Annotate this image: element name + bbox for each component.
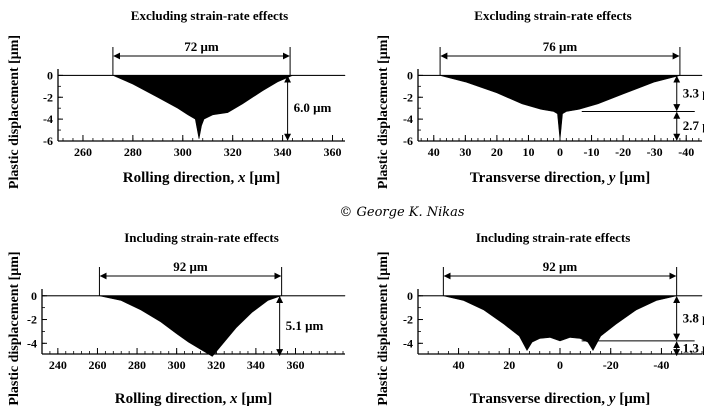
depth-dimension-label: 1.3 μm [683, 341, 704, 356]
x-tick-label: 40 [453, 358, 465, 372]
x-tick-label: 280 [128, 358, 146, 372]
chart-title: Excluding strain-rate effects [131, 8, 288, 23]
y-tick-label: 0 [407, 289, 413, 303]
x-tick-label: -20 [603, 358, 619, 372]
x-tick-label: 20 [503, 358, 515, 372]
y-tick-label: 0 [407, 68, 413, 82]
depth-dimension-label: 5.1 μm [286, 318, 324, 333]
width-dimension-label: 92 μm [543, 259, 578, 274]
x-tick-label: 320 [207, 358, 225, 372]
x-tick-label: 360 [286, 358, 304, 372]
width-dimension-label: 76 μm [543, 39, 578, 54]
y-tick-label: -4 [43, 112, 53, 126]
x-axis-label-unit: [μm] [615, 170, 650, 186]
x-tick-label: -20 [615, 145, 631, 159]
y-tick-label: -4 [403, 336, 413, 350]
depth-dimension-label: 3.3 μm [683, 85, 704, 100]
x-tick-label: 240 [49, 358, 67, 372]
y-axis-label: Plastic displacement [μm] [376, 251, 391, 405]
x-tick-label: -40 [678, 145, 694, 159]
x-axis-label-text: Transverse direction, [470, 170, 609, 186]
depth-dimension-label: 3.8 μm [683, 310, 704, 325]
chart-title: Including strain-rate effects [476, 230, 631, 245]
x-tick-label: -10 [584, 145, 600, 159]
y-tick-label: -6 [403, 134, 413, 148]
chart-panel-3: Including strain-rate effects 240 260 280 30… [7, 230, 346, 407]
profile-area [417, 75, 703, 140]
x-tick-label: -30 [647, 145, 663, 159]
y-tick-label: -4 [403, 112, 413, 126]
x-axis-label: Transverse direction, y [μm] [470, 391, 650, 407]
y-tick-label: -6 [43, 134, 53, 148]
x-axis-label-text: Rolling direction, [115, 391, 230, 407]
x-tick-label: 0 [557, 358, 563, 372]
y-tick-label: -4 [27, 336, 37, 350]
chart-title: Including strain-rate effects [124, 230, 279, 245]
x-axis-label-var: y [607, 391, 616, 407]
x-axis-label-var: x [237, 170, 246, 186]
x-axis-label-var: x [229, 391, 238, 407]
width-dimension-label: 92 μm [173, 259, 208, 274]
y-tick-label: 0 [31, 289, 37, 303]
chart-panel-1: Excluding strain-rate effects 260 280 300 32… [7, 8, 346, 189]
x-axis-label-text: Rolling direction, [123, 170, 238, 186]
copyright-text: © George K. Nikas [339, 205, 465, 220]
x-axis-label-var: y [607, 170, 616, 186]
x-tick-label: 40 [428, 145, 440, 159]
x-axis-label-unit: [μm] [245, 170, 280, 186]
y-tick-label: -2 [27, 313, 37, 327]
y-tick-label: -2 [43, 90, 53, 104]
x-axis-label: Rolling direction, x [μm] [123, 170, 280, 186]
x-axis-label-unit: [μm] [237, 391, 272, 407]
x-axis-label-text: Transverse direction, [470, 391, 609, 407]
x-tick-label: 320 [224, 145, 242, 159]
width-dimension-label: 72 μm [184, 39, 219, 54]
y-axis-label: Plastic displacement [μm] [7, 251, 22, 405]
depth-dimension-label: 6.0 μm [294, 100, 332, 115]
x-tick-label: -40 [653, 358, 669, 372]
x-tick-label: 0 [557, 145, 563, 159]
y-axis-label: Plastic displacement [μm] [7, 35, 22, 189]
y-tick-label: 0 [47, 68, 53, 82]
x-tick-label: 360 [324, 145, 342, 159]
x-tick-label: 300 [174, 145, 192, 159]
x-tick-label: 260 [88, 358, 106, 372]
x-tick-label: 260 [74, 145, 92, 159]
x-tick-label: 340 [274, 145, 292, 159]
x-tick-label: 300 [168, 358, 186, 372]
x-tick-label: 20 [491, 145, 503, 159]
x-axis-label: Rolling direction, x [μm] [115, 391, 272, 407]
x-tick-label: 280 [124, 145, 142, 159]
x-tick-label: 340 [247, 358, 265, 372]
x-tick-label: 30 [459, 145, 471, 159]
profile-area [417, 295, 703, 352]
depth-dimension-label: 2.7 μm [683, 118, 704, 133]
y-tick-label: -2 [403, 313, 413, 327]
x-tick-label: 10 [522, 145, 534, 159]
x-axis-label-unit: [μm] [615, 391, 650, 407]
y-axis-label: Plastic displacement [μm] [376, 35, 391, 189]
chart-title: Excluding strain-rate effects [474, 8, 631, 23]
y-tick-label: -2 [403, 90, 413, 104]
chart-panel-2: Excluding strain-rate effects 40 30 20 10 0 -1… [376, 8, 704, 189]
x-axis-label: Transverse direction, y [μm] [470, 170, 650, 186]
